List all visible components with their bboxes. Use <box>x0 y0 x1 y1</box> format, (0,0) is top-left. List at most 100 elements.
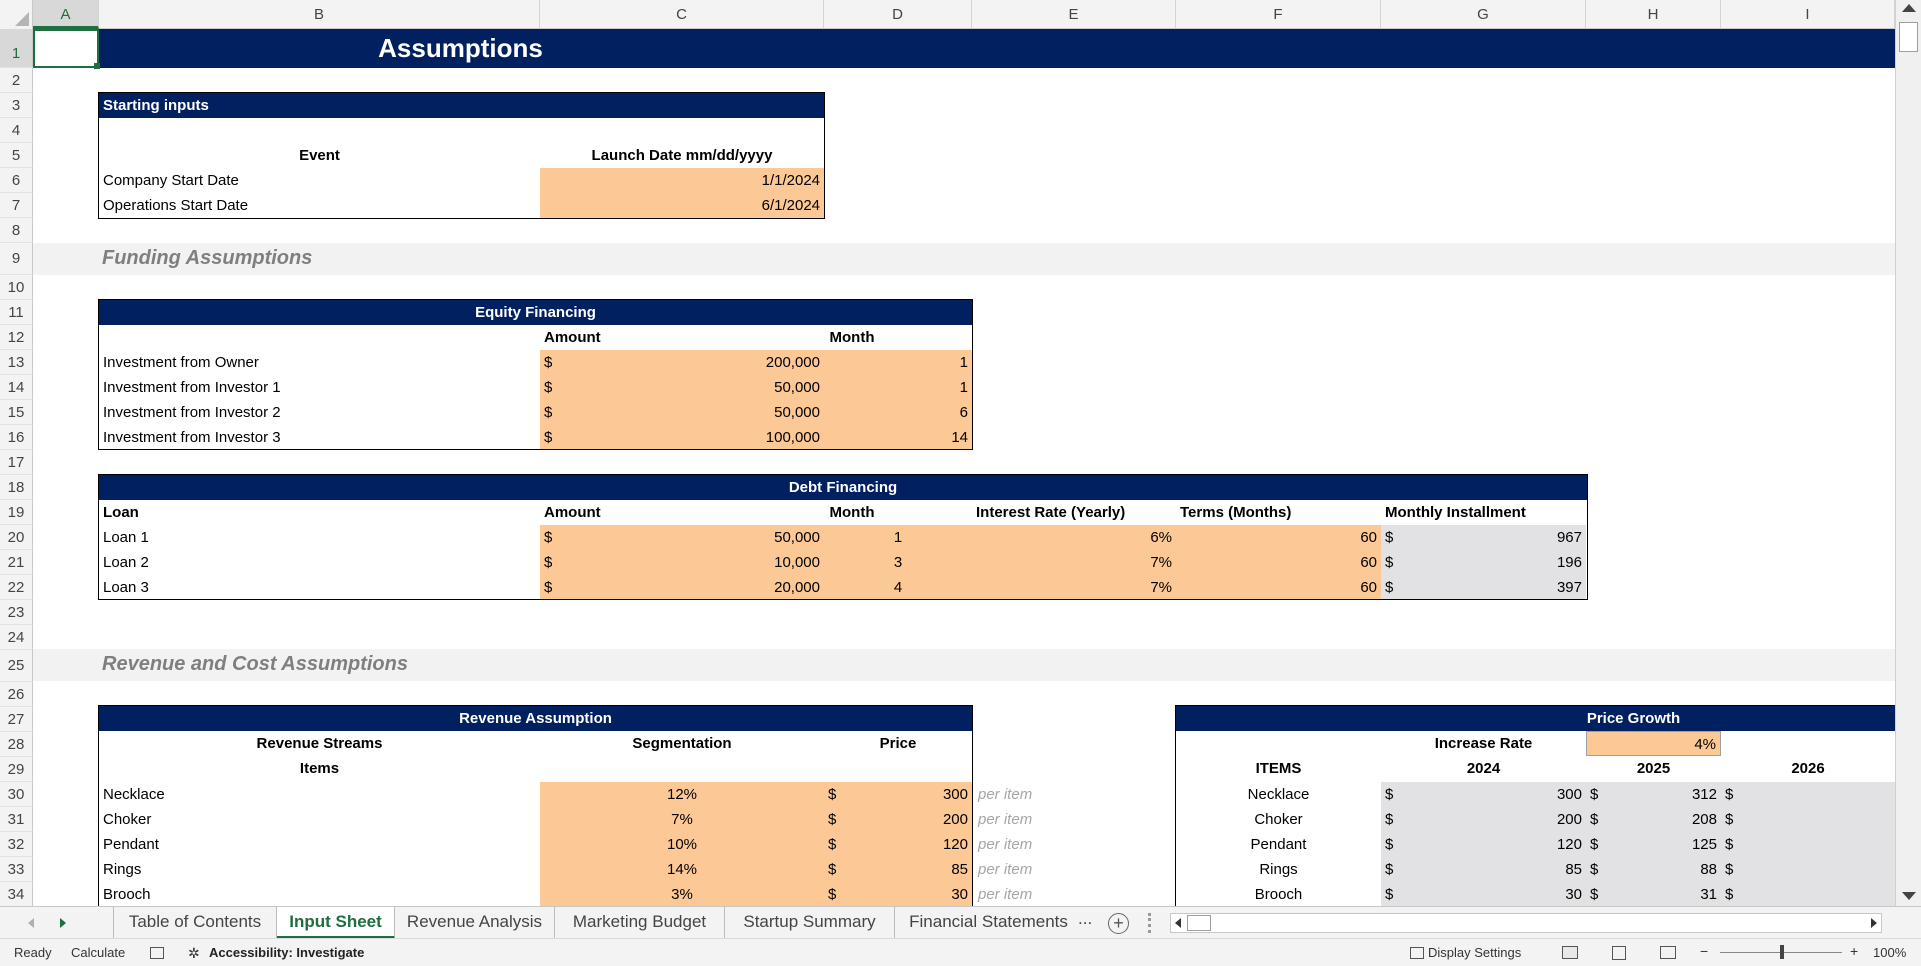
tab-revenue-analysis[interactable]: Revenue Analysis <box>395 907 555 939</box>
vertical-scrollbar[interactable] <box>1895 0 1921 906</box>
segmentation-input[interactable]: 7% <box>540 807 824 832</box>
price-input[interactable]: 85 <box>864 857 972 882</box>
tab-financial-statements[interactable]: Financial Statements <box>909 912 1068 931</box>
tab-scroll-left-icon[interactable] <box>28 918 34 928</box>
select-all-corner[interactable] <box>0 0 33 29</box>
row-header[interactable]: 2 <box>0 68 33 93</box>
loan-rate-input[interactable]: 7% <box>972 550 1176 575</box>
horizontal-scrollbar[interactable] <box>1170 913 1882 933</box>
row-header[interactable]: 19 <box>0 500 33 525</box>
zoom-slider-thumb[interactable] <box>1780 945 1784 959</box>
row-header[interactable]: 28 <box>0 732 33 757</box>
segmentation-input[interactable]: 14% <box>540 857 824 882</box>
tab-marketing-budget[interactable]: Marketing Budget <box>555 907 725 939</box>
equity-month-input[interactable]: 6 <box>824 400 972 425</box>
row-header[interactable]: 30 <box>0 782 33 807</box>
tab-scroll-right-icon[interactable] <box>60 918 66 928</box>
macro-record-icon[interactable] <box>150 947 164 959</box>
scroll-down-icon[interactable] <box>1902 892 1916 900</box>
row-header[interactable]: 33 <box>0 857 33 882</box>
row-header[interactable]: 26 <box>0 682 33 707</box>
row-header[interactable]: 24 <box>0 625 33 650</box>
row-header[interactable]: 21 <box>0 550 33 575</box>
column-header-g[interactable]: G <box>1381 0 1586 29</box>
active-cell-a1[interactable] <box>33 29 99 68</box>
row-header[interactable]: 25 <box>0 650 33 682</box>
row-header[interactable]: 22 <box>0 575 33 600</box>
loan-rate-input[interactable]: 6% <box>972 525 1176 550</box>
row-header[interactable]: 11 <box>0 300 33 325</box>
row-header[interactable]: 20 <box>0 525 33 550</box>
row-header[interactable]: 15 <box>0 400 33 425</box>
loan-amount-input[interactable]: 50,000 <box>580 525 824 550</box>
loan-terms-input[interactable]: 60 <box>1176 550 1381 575</box>
column-header-h[interactable]: H <box>1586 0 1721 29</box>
column-header-c[interactable]: C <box>540 0 824 29</box>
scroll-up-icon[interactable] <box>1902 4 1916 12</box>
row-header[interactable]: 32 <box>0 832 33 857</box>
row-header[interactable]: 31 <box>0 807 33 832</box>
tab-splitter-handle[interactable] <box>1148 913 1151 933</box>
zoom-in-icon[interactable]: + <box>1850 943 1859 959</box>
row-header[interactable]: 17 <box>0 450 33 475</box>
page-break-view-icon[interactable] <box>1660 946 1676 959</box>
row-header[interactable]: 14 <box>0 375 33 400</box>
row-header[interactable]: 12 <box>0 325 33 350</box>
loan-amount-input[interactable]: 10,000 <box>580 550 824 575</box>
display-settings-button[interactable]: Display Settings <box>1428 945 1522 960</box>
row-header[interactable]: 3 <box>0 93 33 118</box>
price-input[interactable]: 30 <box>864 882 972 907</box>
tab-startup-summary[interactable]: Startup Summary <box>725 907 895 939</box>
page-layout-view-icon[interactable] <box>1612 946 1626 960</box>
column-header-f[interactable]: F <box>1176 0 1381 29</box>
segmentation-input[interactable]: 10% <box>540 832 824 857</box>
row-header[interactable]: 18 <box>0 475 33 500</box>
more-tabs-button[interactable]: ... <box>1078 909 1093 928</box>
segmentation-input[interactable]: 3% <box>540 882 824 907</box>
loan-month-input[interactable]: 3 <box>824 550 972 575</box>
equity-month-input[interactable]: 1 <box>824 375 972 400</box>
calculate-button[interactable]: Calculate <box>71 945 126 960</box>
loan-terms-input[interactable]: 60 <box>1176 575 1381 600</box>
row-header[interactable]: 23 <box>0 600 33 625</box>
column-header-e[interactable]: E <box>972 0 1176 29</box>
loan-rate-input[interactable]: 7% <box>972 575 1176 600</box>
equity-month-input[interactable]: 14 <box>824 425 972 450</box>
accessibility-icon[interactable]: ✲ <box>188 945 200 961</box>
equity-amount-input[interactable]: 200,000 <box>580 350 824 375</box>
price-input[interactable]: 120 <box>864 832 972 857</box>
price-input[interactable]: 200 <box>864 807 972 832</box>
loan-month-input[interactable]: 1 <box>824 525 972 550</box>
equity-amount-input[interactable]: 50,000 <box>580 400 824 425</box>
vertical-scroll-thumb[interactable] <box>1899 22 1918 52</box>
column-header-a[interactable]: A <box>33 0 99 29</box>
row-header[interactable]: 34 <box>0 882 33 907</box>
row-header[interactable]: 7 <box>0 193 33 218</box>
row-header[interactable]: 8 <box>0 218 33 243</box>
scroll-left-icon[interactable] <box>1175 918 1181 928</box>
row-header[interactable]: 16 <box>0 425 33 450</box>
tab-input-sheet[interactable]: Input Sheet <box>277 907 395 939</box>
row-header[interactable]: 27 <box>0 707 33 732</box>
accessibility-status[interactable]: Accessibility: Investigate <box>209 945 365 960</box>
equity-amount-input[interactable]: 50,000 <box>580 375 824 400</box>
normal-view-icon[interactable] <box>1562 946 1578 959</box>
display-settings-icon[interactable] <box>1410 947 1424 959</box>
column-header-b[interactable]: B <box>99 0 540 29</box>
loan-terms-input[interactable]: 60 <box>1176 525 1381 550</box>
increase-rate-input[interactable]: 4% <box>1586 731 1721 756</box>
segmentation-input[interactable]: 12% <box>540 782 824 807</box>
fill-handle[interactable] <box>94 63 100 69</box>
add-sheet-icon[interactable]: + <box>1108 913 1129 934</box>
company-start-date-input[interactable]: 1/1/2024 <box>540 168 824 193</box>
loan-month-input[interactable]: 4 <box>824 575 972 600</box>
tab-table-of-contents[interactable]: Table of Contents <box>113 907 277 939</box>
row-header[interactable]: 4 <box>0 118 33 143</box>
row-header[interactable]: 10 <box>0 275 33 300</box>
equity-month-input[interactable]: 1 <box>824 350 972 375</box>
row-header[interactable]: 1 <box>0 29 33 68</box>
row-header[interactable]: 29 <box>0 757 33 782</box>
zoom-level[interactable]: 100% <box>1873 945 1907 960</box>
horizontal-scroll-thumb[interactable] <box>1187 915 1211 931</box>
scroll-right-icon[interactable] <box>1871 918 1877 928</box>
